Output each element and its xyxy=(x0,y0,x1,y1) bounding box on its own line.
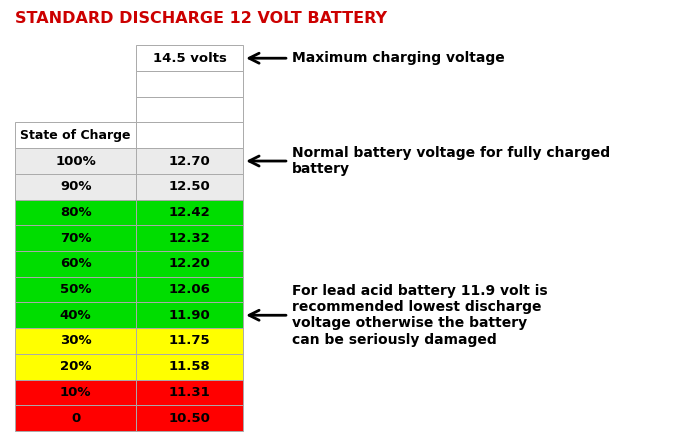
Text: 30%: 30% xyxy=(60,334,91,347)
Bar xyxy=(15,379,136,405)
Text: 12.20: 12.20 xyxy=(169,257,211,270)
Text: 11.75: 11.75 xyxy=(169,334,211,347)
Bar xyxy=(136,354,243,379)
Text: 12.32: 12.32 xyxy=(169,232,211,245)
Text: 11.90: 11.90 xyxy=(169,309,211,322)
Bar xyxy=(136,174,243,200)
Text: 12.70: 12.70 xyxy=(169,155,211,168)
Text: 90%: 90% xyxy=(60,180,91,193)
Text: 0: 0 xyxy=(71,412,80,425)
Bar xyxy=(15,148,136,174)
Text: For lead acid battery 11.9 volt is
recommended lowest discharge
voltage otherwis: For lead acid battery 11.9 volt is recom… xyxy=(249,284,547,346)
Bar xyxy=(136,123,243,148)
Bar xyxy=(15,174,136,200)
Bar xyxy=(136,148,243,174)
Text: 80%: 80% xyxy=(60,206,91,219)
Bar xyxy=(136,226,243,251)
Bar xyxy=(136,97,243,123)
Text: 11.31: 11.31 xyxy=(169,386,211,399)
Bar xyxy=(15,354,136,379)
Bar xyxy=(136,328,243,354)
Bar xyxy=(136,45,243,71)
Text: State of Charge: State of Charge xyxy=(21,129,131,142)
Text: Normal battery voltage for fully charged
battery: Normal battery voltage for fully charged… xyxy=(249,146,609,176)
Bar xyxy=(15,302,136,328)
Bar xyxy=(136,251,243,276)
Text: 12.06: 12.06 xyxy=(169,283,211,296)
Text: Maximum charging voltage: Maximum charging voltage xyxy=(249,51,504,65)
Bar xyxy=(136,379,243,405)
Text: 100%: 100% xyxy=(55,155,96,168)
Bar xyxy=(15,123,136,148)
Text: 11.58: 11.58 xyxy=(169,360,211,373)
Bar xyxy=(15,226,136,251)
Text: 12.50: 12.50 xyxy=(169,180,211,193)
Bar xyxy=(15,276,136,302)
Bar xyxy=(136,276,243,302)
Text: 60%: 60% xyxy=(60,257,91,270)
Bar xyxy=(15,200,136,226)
Text: 40%: 40% xyxy=(60,309,91,322)
Text: 50%: 50% xyxy=(60,283,91,296)
Text: 10.50: 10.50 xyxy=(169,412,211,425)
Bar xyxy=(15,328,136,354)
Text: STANDARD DISCHARGE 12 VOLT BATTERY: STANDARD DISCHARGE 12 VOLT BATTERY xyxy=(15,11,387,26)
Text: 10%: 10% xyxy=(60,386,91,399)
Text: 14.5 volts: 14.5 volts xyxy=(153,52,227,65)
Bar xyxy=(15,251,136,276)
Text: 70%: 70% xyxy=(60,232,91,245)
Text: 12.42: 12.42 xyxy=(169,206,211,219)
Bar xyxy=(136,302,243,328)
Bar xyxy=(15,405,136,431)
Bar xyxy=(136,405,243,431)
Bar xyxy=(136,200,243,226)
Text: 20%: 20% xyxy=(60,360,91,373)
Bar xyxy=(136,71,243,97)
